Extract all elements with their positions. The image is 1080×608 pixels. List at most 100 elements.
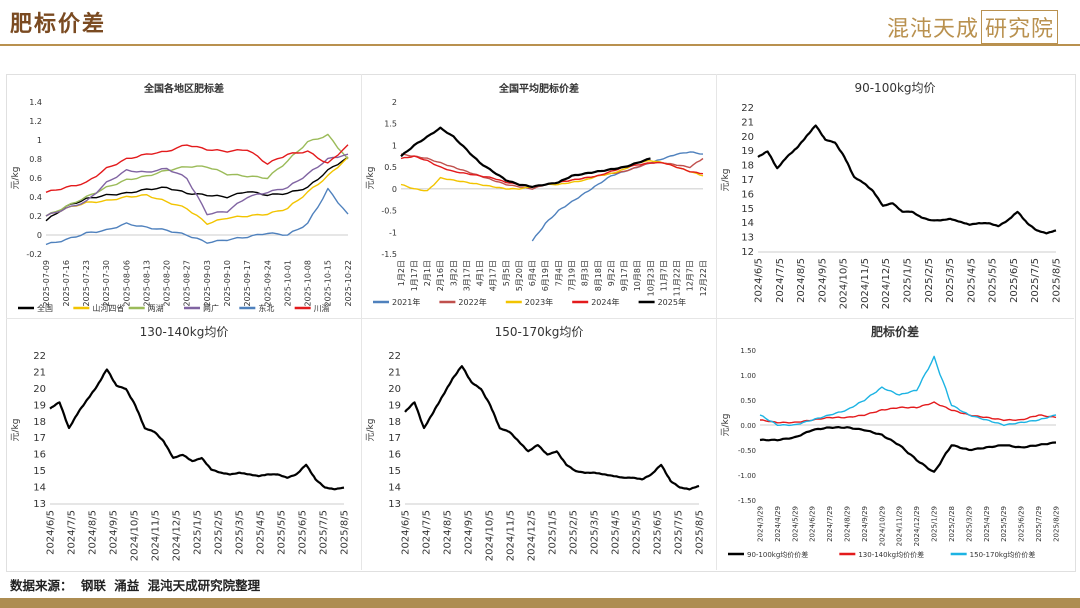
y-tick-label: 1: [392, 141, 397, 150]
x-tick-label: 12月7日: [686, 260, 695, 291]
x-tick-label: 2024/12/29: [913, 506, 921, 546]
series-line-1: [45, 156, 349, 225]
legend-label: 两湖: [148, 304, 164, 313]
x-tick-label: 2025/2/5: [214, 510, 225, 555]
y-axis-label: 元/kg: [366, 419, 376, 442]
x-tick-label: 2025/5/5: [277, 510, 288, 555]
x-tick-label: 2025/3/5: [235, 510, 246, 555]
y-tick-label: 18: [388, 417, 401, 428]
y-tick-label: 15: [388, 466, 401, 477]
source-label: 数据来源：: [10, 578, 73, 593]
x-tick-label: 2025/4/5: [966, 258, 977, 303]
y-axis-label: 元/kg: [11, 419, 21, 442]
y-tick-label: 14: [388, 483, 401, 494]
x-tick-label: 2024/10/5: [485, 510, 496, 561]
y-tick-label: 22: [741, 103, 754, 114]
x-tick-label: 2024/11/29: [896, 506, 904, 546]
y-tick-label: 12: [741, 247, 754, 258]
x-tick-label: 2月1日: [423, 260, 432, 286]
chart-130-140kg-price: 130-140kg均价 13 14 15 16 17 18 19 20 21 22 元/kg 2024/…: [11, 325, 351, 561]
y-tick-label: 20: [388, 384, 401, 395]
series-line-0: [757, 124, 1057, 235]
x-tick-label: 2025/2/5: [569, 510, 580, 555]
legend-label: 山河四省: [92, 303, 124, 313]
y-tick-label: 1.4: [29, 98, 42, 107]
y-tick-label: -1.50: [738, 497, 756, 505]
legend-label: 150-170kg均价价差: [970, 550, 1036, 559]
series-line-2: [759, 355, 1057, 427]
x-tick-label: 2025/6/5: [1009, 258, 1020, 303]
x-tick-label: 2025/8/5: [1052, 258, 1063, 303]
legend-label: 2021年: [392, 297, 420, 307]
x-tick-label: 2024/5/29: [791, 506, 799, 542]
x-tick-label: 2025/7/5: [319, 510, 330, 555]
panel-divider: [6, 318, 1074, 319]
x-tick-label: 2025/1/5: [193, 510, 204, 555]
x-tick-label: 2025/5/29: [1000, 506, 1008, 542]
y-axis-label: 元/kg: [721, 169, 731, 192]
brand-name: 混沌天成: [886, 17, 979, 42]
x-tick-label: 1月2日: [397, 260, 406, 286]
y-tick-label: 0.4: [29, 193, 42, 202]
legend-label: 2024年: [591, 297, 619, 307]
x-tick-label: 5月20日: [515, 260, 524, 291]
x-tick-label: 8月3日: [581, 260, 590, 286]
x-tick-label: 2024/10/29: [878, 506, 886, 546]
panel-divider: [361, 74, 362, 570]
source-item: 混沌天成研究院整理: [147, 578, 261, 593]
x-tick-label: 2024/11/5: [860, 258, 871, 309]
x-tick-label: 2025/2/28: [948, 506, 956, 542]
x-tick-label: 3月2日: [449, 260, 458, 286]
x-tick-label: 10月23日: [646, 260, 655, 296]
x-tick-label: 2025/3/5: [590, 510, 601, 555]
y-tick-label: -0.2: [26, 250, 42, 259]
y-tick-label: 1.2: [29, 117, 42, 126]
x-tick-label: 2025-09-24: [263, 260, 272, 307]
y-tick-label: -1: [389, 228, 397, 237]
x-tick-label: 9月17日: [620, 260, 629, 291]
y-tick-label: -0.5: [381, 207, 397, 216]
x-tick-label: 2025-09-03: [203, 260, 212, 307]
y-tick-label: 0.5: [384, 163, 397, 172]
x-tick-label: 2025/1/5: [903, 258, 914, 303]
y-tick-label: 21: [388, 367, 401, 378]
x-tick-label: 2025/6/5: [653, 510, 664, 555]
x-tick-label: 2025-10-08: [304, 260, 313, 307]
x-tick-label: 2024/10/5: [130, 510, 141, 561]
y-tick-label: 0.00: [740, 422, 756, 430]
x-tick-label: 2025-10-01: [283, 260, 292, 307]
y-tick-label: -0.50: [738, 447, 756, 455]
x-tick-label: 11月7日: [659, 260, 668, 291]
y-tick-label: 21: [33, 367, 46, 378]
x-tick-label: 2024/6/5: [46, 510, 57, 555]
series-line-4: [45, 187, 349, 246]
x-tick-label: 2月16日: [436, 260, 445, 291]
source-item: 涌益: [114, 578, 140, 593]
x-tick-label: 2025-07-23: [82, 260, 91, 307]
y-tick-label: 18: [33, 417, 46, 428]
chart-title: 全国各地区肥标差: [143, 82, 224, 95]
legend-label: 东北: [258, 303, 274, 313]
page-title: 肥标价差: [10, 11, 107, 37]
x-tick-label: 2024/8/29: [844, 506, 852, 542]
series-line-0: [45, 156, 349, 222]
chart-fat-standard-spread: 肥标价差 -1.50 -1.00 -0.50 0.00 0.50 1.00 1.50 元/kg 2…: [721, 324, 1060, 559]
y-tick-label: 14: [33, 483, 46, 494]
legend-label: 川渝: [314, 303, 330, 313]
x-tick-label: 2024/8/5: [88, 510, 99, 555]
y-tick-label: 16: [741, 189, 754, 200]
series-line-0: [49, 368, 345, 491]
y-tick-label: 13: [741, 233, 754, 244]
chart-title: 150-170kg均价: [495, 325, 584, 339]
y-tick-label: 19: [741, 146, 754, 157]
x-tick-label: 2025/8/5: [695, 510, 706, 555]
x-tick-label: 2025-07-09: [42, 260, 51, 307]
x-tick-label: 2024/11/5: [506, 510, 517, 561]
legend-label: 2023年: [525, 297, 553, 307]
y-tick-label: 0.6: [29, 174, 42, 183]
y-tick-label: 1.5: [384, 120, 397, 129]
x-tick-label: 7月4日: [554, 260, 563, 286]
y-axis-label: 元/kg: [11, 167, 21, 190]
y-tick-label: -1.5: [381, 250, 397, 259]
x-tick-label: 2024/12/5: [527, 510, 538, 561]
